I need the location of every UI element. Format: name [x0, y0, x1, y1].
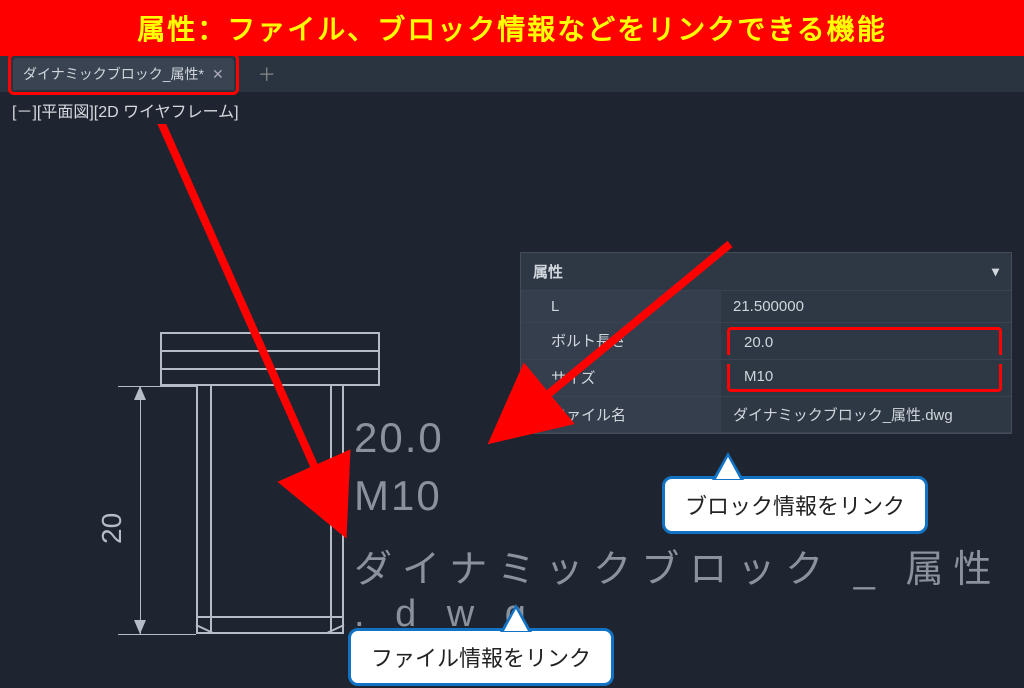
property-row[interactable]: L 21.500000: [521, 291, 1011, 323]
attr-filename: ダイナミックブロック _ 属性 . d w g: [354, 538, 1024, 636]
new-tab-button[interactable]: ＋: [255, 62, 279, 86]
close-icon[interactable]: ✕: [212, 66, 224, 83]
tab-highlight-ring: ダイナミックブロック_属性* ✕: [8, 53, 239, 95]
property-row[interactable]: サイズ M10: [521, 360, 1011, 397]
callout-block-link: ブロック情報をリンク: [662, 476, 928, 534]
dimension-extension: [118, 634, 196, 635]
properties-header[interactable]: 属性 ▾: [521, 253, 1011, 291]
property-key: ボルト長さ: [521, 323, 721, 359]
properties-panel: 属性 ▾ L 21.500000 ボルト長さ 20.0 サイズ M10 ファイル…: [520, 252, 1012, 434]
chevron-down-icon[interactable]: ▾: [992, 263, 999, 280]
property-row[interactable]: ファイル名 ダイナミックブロック_属性.dwg: [521, 397, 1011, 433]
value-highlight-ring: M10: [727, 364, 1002, 392]
bolt-thread-line: [330, 386, 332, 634]
bolt-shank: [196, 386, 344, 634]
property-value[interactable]: M10: [721, 360, 1011, 396]
drawing-canvas[interactable]: 20 20.0 M10 ダイナミックブロック _ 属性 . d w g 属性 ▾…: [0, 124, 1024, 564]
property-key: サイズ: [521, 360, 721, 396]
attr-size: M10: [354, 472, 442, 520]
dimension-extension: [118, 386, 196, 387]
tab-bar: ダイナミックブロック_属性* ✕ ＋: [0, 56, 1024, 92]
dimension-arrow-icon: [134, 386, 146, 400]
callout-tail-icon: [712, 452, 744, 480]
dimension-line: [140, 386, 141, 634]
tab-label: ダイナミックブロック_属性*: [23, 64, 204, 84]
value-highlight-ring: 20.0: [727, 327, 1002, 355]
property-value[interactable]: 20.0: [721, 323, 1011, 359]
viewport-label[interactable]: [－][平面図][2D ワイヤフレーム]: [0, 92, 1024, 128]
document-tab[interactable]: ダイナミックブロック_属性* ✕: [13, 58, 234, 90]
property-row[interactable]: ボルト長さ 20.0: [521, 323, 1011, 360]
bolt-thread-line: [210, 386, 212, 634]
bolt-head: [160, 332, 380, 386]
attr-bolt-length: 20.0: [354, 414, 444, 462]
property-key: L: [521, 291, 721, 322]
title-banner: 属性：ファイル、ブロック情報などをリンクできる機能: [0, 0, 1024, 56]
dimension-value: 20: [96, 513, 128, 544]
callout-file-link: ファイル情報をリンク: [348, 628, 614, 686]
properties-title: 属性: [533, 261, 563, 282]
dimension-arrow-icon: [134, 620, 146, 634]
callout-tail-icon: [500, 604, 532, 632]
property-value[interactable]: 21.500000: [721, 291, 1011, 322]
property-key: ファイル名: [521, 397, 721, 432]
bolt-chamfer: [196, 616, 344, 618]
property-value[interactable]: ダイナミックブロック_属性.dwg: [721, 397, 1011, 432]
